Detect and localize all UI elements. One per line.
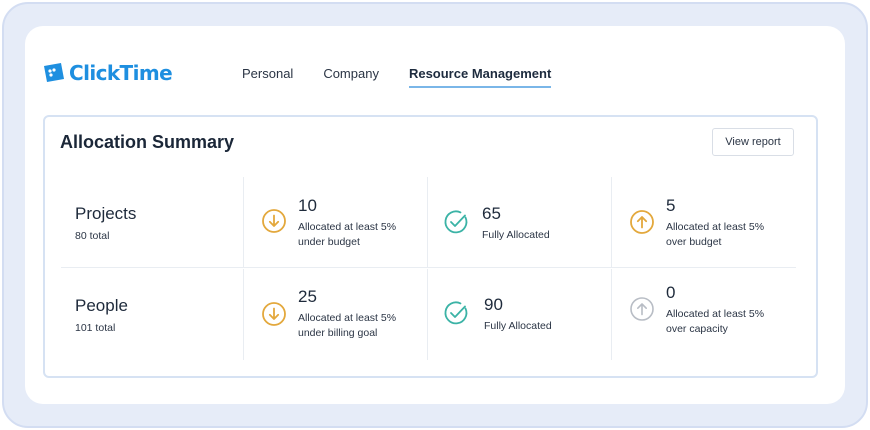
top-nav: Personal Company Resource Management xyxy=(242,66,581,88)
arrow-up-circle-icon xyxy=(629,296,655,322)
people-over-capacity-cell[interactable]: 0 Allocated at least 5% over capacity xyxy=(611,269,795,360)
clicktime-logo[interactable]: ClickTime xyxy=(42,60,173,86)
stat-description: Fully Allocated xyxy=(484,320,552,332)
cell-text: 10 Allocated at least 5% under budget xyxy=(298,196,418,250)
projects-over-budget-cell[interactable]: 5 Allocated at least 5% over budget xyxy=(611,177,795,268)
row-total: 80 total xyxy=(75,230,110,242)
stat-description: Fully Allocated xyxy=(482,229,550,241)
stat-description: Allocated at least 5% over capacity xyxy=(666,308,765,335)
stat-description: Allocated at least 5% over budget xyxy=(666,221,765,248)
cell-text: 0 Allocated at least 5% over capacity xyxy=(666,283,786,337)
people-fully-allocated-cell[interactable]: 90 Fully Allocated xyxy=(427,269,611,360)
stat-value: 10 xyxy=(298,196,317,215)
ticket-logo-icon xyxy=(44,63,64,82)
row-header: Projects 80 total xyxy=(75,204,136,242)
arrow-up-circle-icon xyxy=(629,209,655,235)
stat-value: 65 xyxy=(482,204,501,223)
row-title: Projects xyxy=(75,204,137,223)
stat-value: 0 xyxy=(666,283,676,302)
projects-fully-allocated-cell[interactable]: 65 Fully Allocated xyxy=(427,177,611,268)
cell-text: 65 Fully Allocated xyxy=(482,204,602,243)
cell-text: 5 Allocated at least 5% over budget xyxy=(666,196,786,250)
row-title: People xyxy=(75,296,128,315)
arrow-down-circle-icon xyxy=(261,208,287,234)
allocation-summary-panel: Allocation Summary View report Projects … xyxy=(43,115,818,378)
cell-text: 90 Fully Allocated xyxy=(484,295,604,334)
people-under-billing-goal-cell[interactable]: 25 Allocated at least 5% under billing g… xyxy=(243,269,427,360)
nav-item-company[interactable]: Company xyxy=(323,66,379,81)
row-header: People 101 total xyxy=(75,296,128,334)
arrow-down-circle-icon xyxy=(261,301,287,327)
nav-item-resource-management[interactable]: Resource Management xyxy=(408,66,552,88)
check-circle-icon xyxy=(443,209,469,235)
stat-description: Allocated at least 5% under billing goal xyxy=(298,312,397,339)
brand-name: ClickTime xyxy=(69,61,173,85)
stat-value: 90 xyxy=(484,295,503,314)
projects-row: Projects 80 total 10 Allocated at least … xyxy=(61,177,796,268)
projects-under-budget-cell[interactable]: 10 Allocated at least 5% under budget xyxy=(243,177,427,268)
nav-item-personal[interactable]: Personal xyxy=(242,66,294,81)
cell-text: 25 Allocated at least 5% under billing g… xyxy=(298,287,418,341)
stat-description: Allocated at least 5% under budget xyxy=(298,221,397,248)
row-total: 101 total xyxy=(75,322,116,334)
panel-title: Allocation Summary xyxy=(60,132,235,152)
stat-value: 5 xyxy=(666,196,676,215)
view-report-button[interactable]: View report xyxy=(712,128,794,156)
people-row: People 101 total 25 Allocated at least 5… xyxy=(61,269,796,360)
stat-value: 25 xyxy=(298,287,317,306)
check-circle-icon xyxy=(443,300,469,326)
